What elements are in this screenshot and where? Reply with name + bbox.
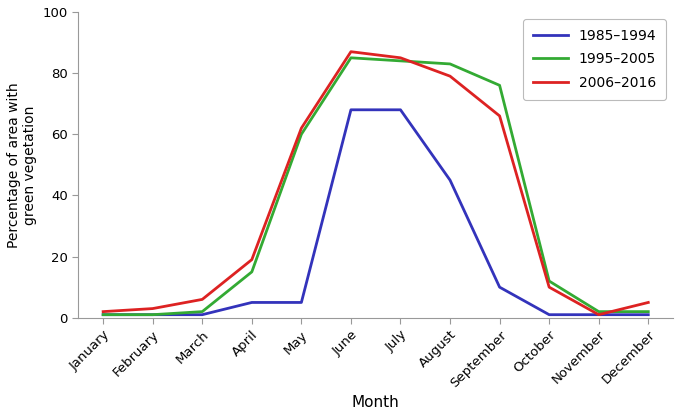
1985–1994 [545, 312, 554, 317]
2006–2016 [297, 126, 305, 131]
X-axis label: Month: Month [352, 395, 400, 410]
Y-axis label: Percentage of area with
green vegetation: Percentage of area with green vegetation [7, 82, 37, 248]
1995–2005 [545, 279, 554, 284]
2006–2016 [396, 55, 405, 60]
1985–1994 [99, 312, 107, 317]
1995–2005 [99, 312, 107, 317]
1995–2005 [496, 83, 504, 88]
Line: 1995–2005: 1995–2005 [103, 58, 648, 315]
2006–2016 [545, 285, 554, 290]
1995–2005 [198, 309, 206, 314]
2006–2016 [149, 306, 157, 311]
1985–1994 [396, 107, 405, 112]
1985–1994 [149, 312, 157, 317]
Line: 1985–1994: 1985–1994 [103, 110, 648, 315]
1985–1994 [496, 285, 504, 290]
2006–2016 [644, 300, 652, 305]
1985–1994 [248, 300, 256, 305]
1995–2005 [297, 132, 305, 137]
Legend: 1985–1994, 1995–2005, 2006–2016: 1985–1994, 1995–2005, 2006–2016 [523, 19, 666, 100]
1995–2005 [396, 58, 405, 63]
1985–1994 [644, 312, 652, 317]
1995–2005 [149, 312, 157, 317]
1985–1994 [594, 312, 602, 317]
1985–1994 [446, 178, 454, 183]
1985–1994 [198, 312, 206, 317]
2006–2016 [594, 312, 602, 317]
2006–2016 [347, 49, 355, 54]
1995–2005 [594, 309, 602, 314]
2006–2016 [198, 297, 206, 302]
1995–2005 [248, 269, 256, 274]
1995–2005 [347, 55, 355, 60]
1985–1994 [347, 107, 355, 112]
1995–2005 [446, 61, 454, 66]
2006–2016 [446, 74, 454, 79]
2006–2016 [248, 257, 256, 262]
1985–1994 [297, 300, 305, 305]
Line: 2006–2016: 2006–2016 [103, 52, 648, 315]
1995–2005 [644, 309, 652, 314]
2006–2016 [99, 309, 107, 314]
2006–2016 [496, 113, 504, 118]
